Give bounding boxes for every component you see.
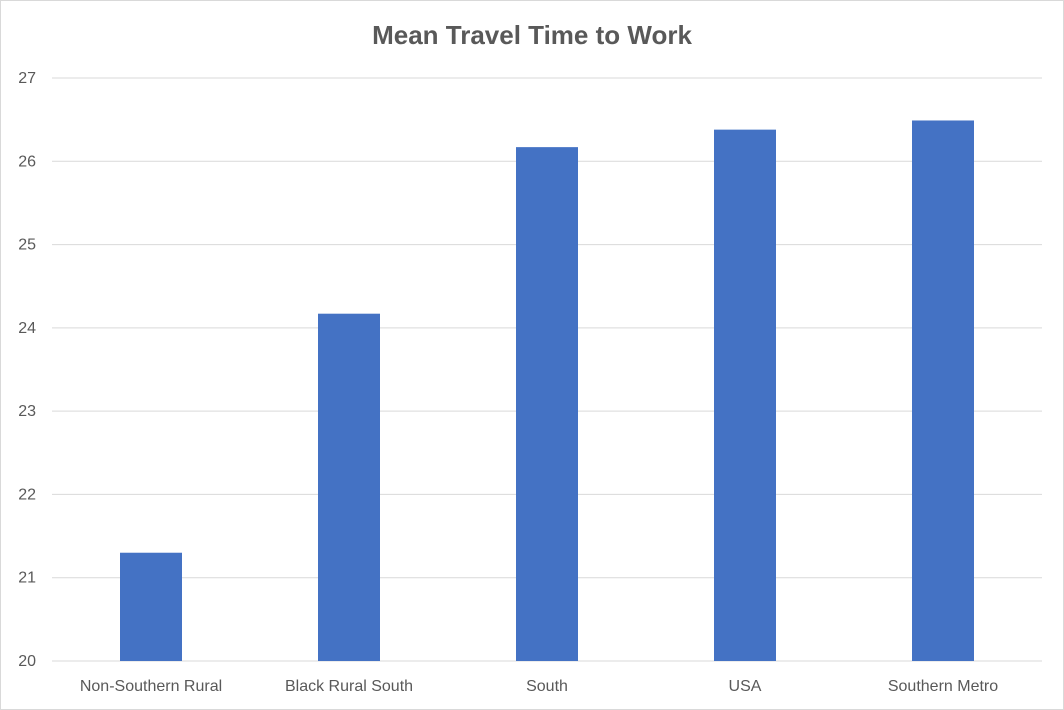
bar (912, 120, 974, 662)
y-tick-label: 22 (18, 486, 36, 503)
x-tick-label: South (526, 678, 568, 695)
x-axis-ticks: Non-Southern Rural Black Rural South South… (80, 678, 998, 695)
bar (318, 313, 380, 661)
x-tick-label: Southern Metro (888, 678, 998, 695)
x-tick-label: Non-Southern Rural (80, 678, 222, 695)
y-tick-label: 25 (18, 237, 36, 254)
y-tick-label: 24 (18, 320, 36, 337)
y-tick-label: 21 (18, 570, 36, 587)
y-axis-ticks: 20 21 22 23 24 25 26 27 (18, 70, 36, 670)
bars (120, 120, 974, 662)
bar (516, 147, 578, 661)
y-tick-label: 26 (18, 153, 36, 170)
y-tick-label: 27 (18, 70, 36, 87)
bar (120, 552, 182, 661)
x-tick-label: Black Rural South (285, 678, 413, 695)
y-tick-label: 20 (18, 653, 36, 670)
x-tick-label: USA (729, 678, 762, 695)
y-tick-label: 23 (18, 403, 36, 420)
chart-title: Mean Travel Time to Work (372, 20, 692, 50)
bar (714, 129, 776, 661)
